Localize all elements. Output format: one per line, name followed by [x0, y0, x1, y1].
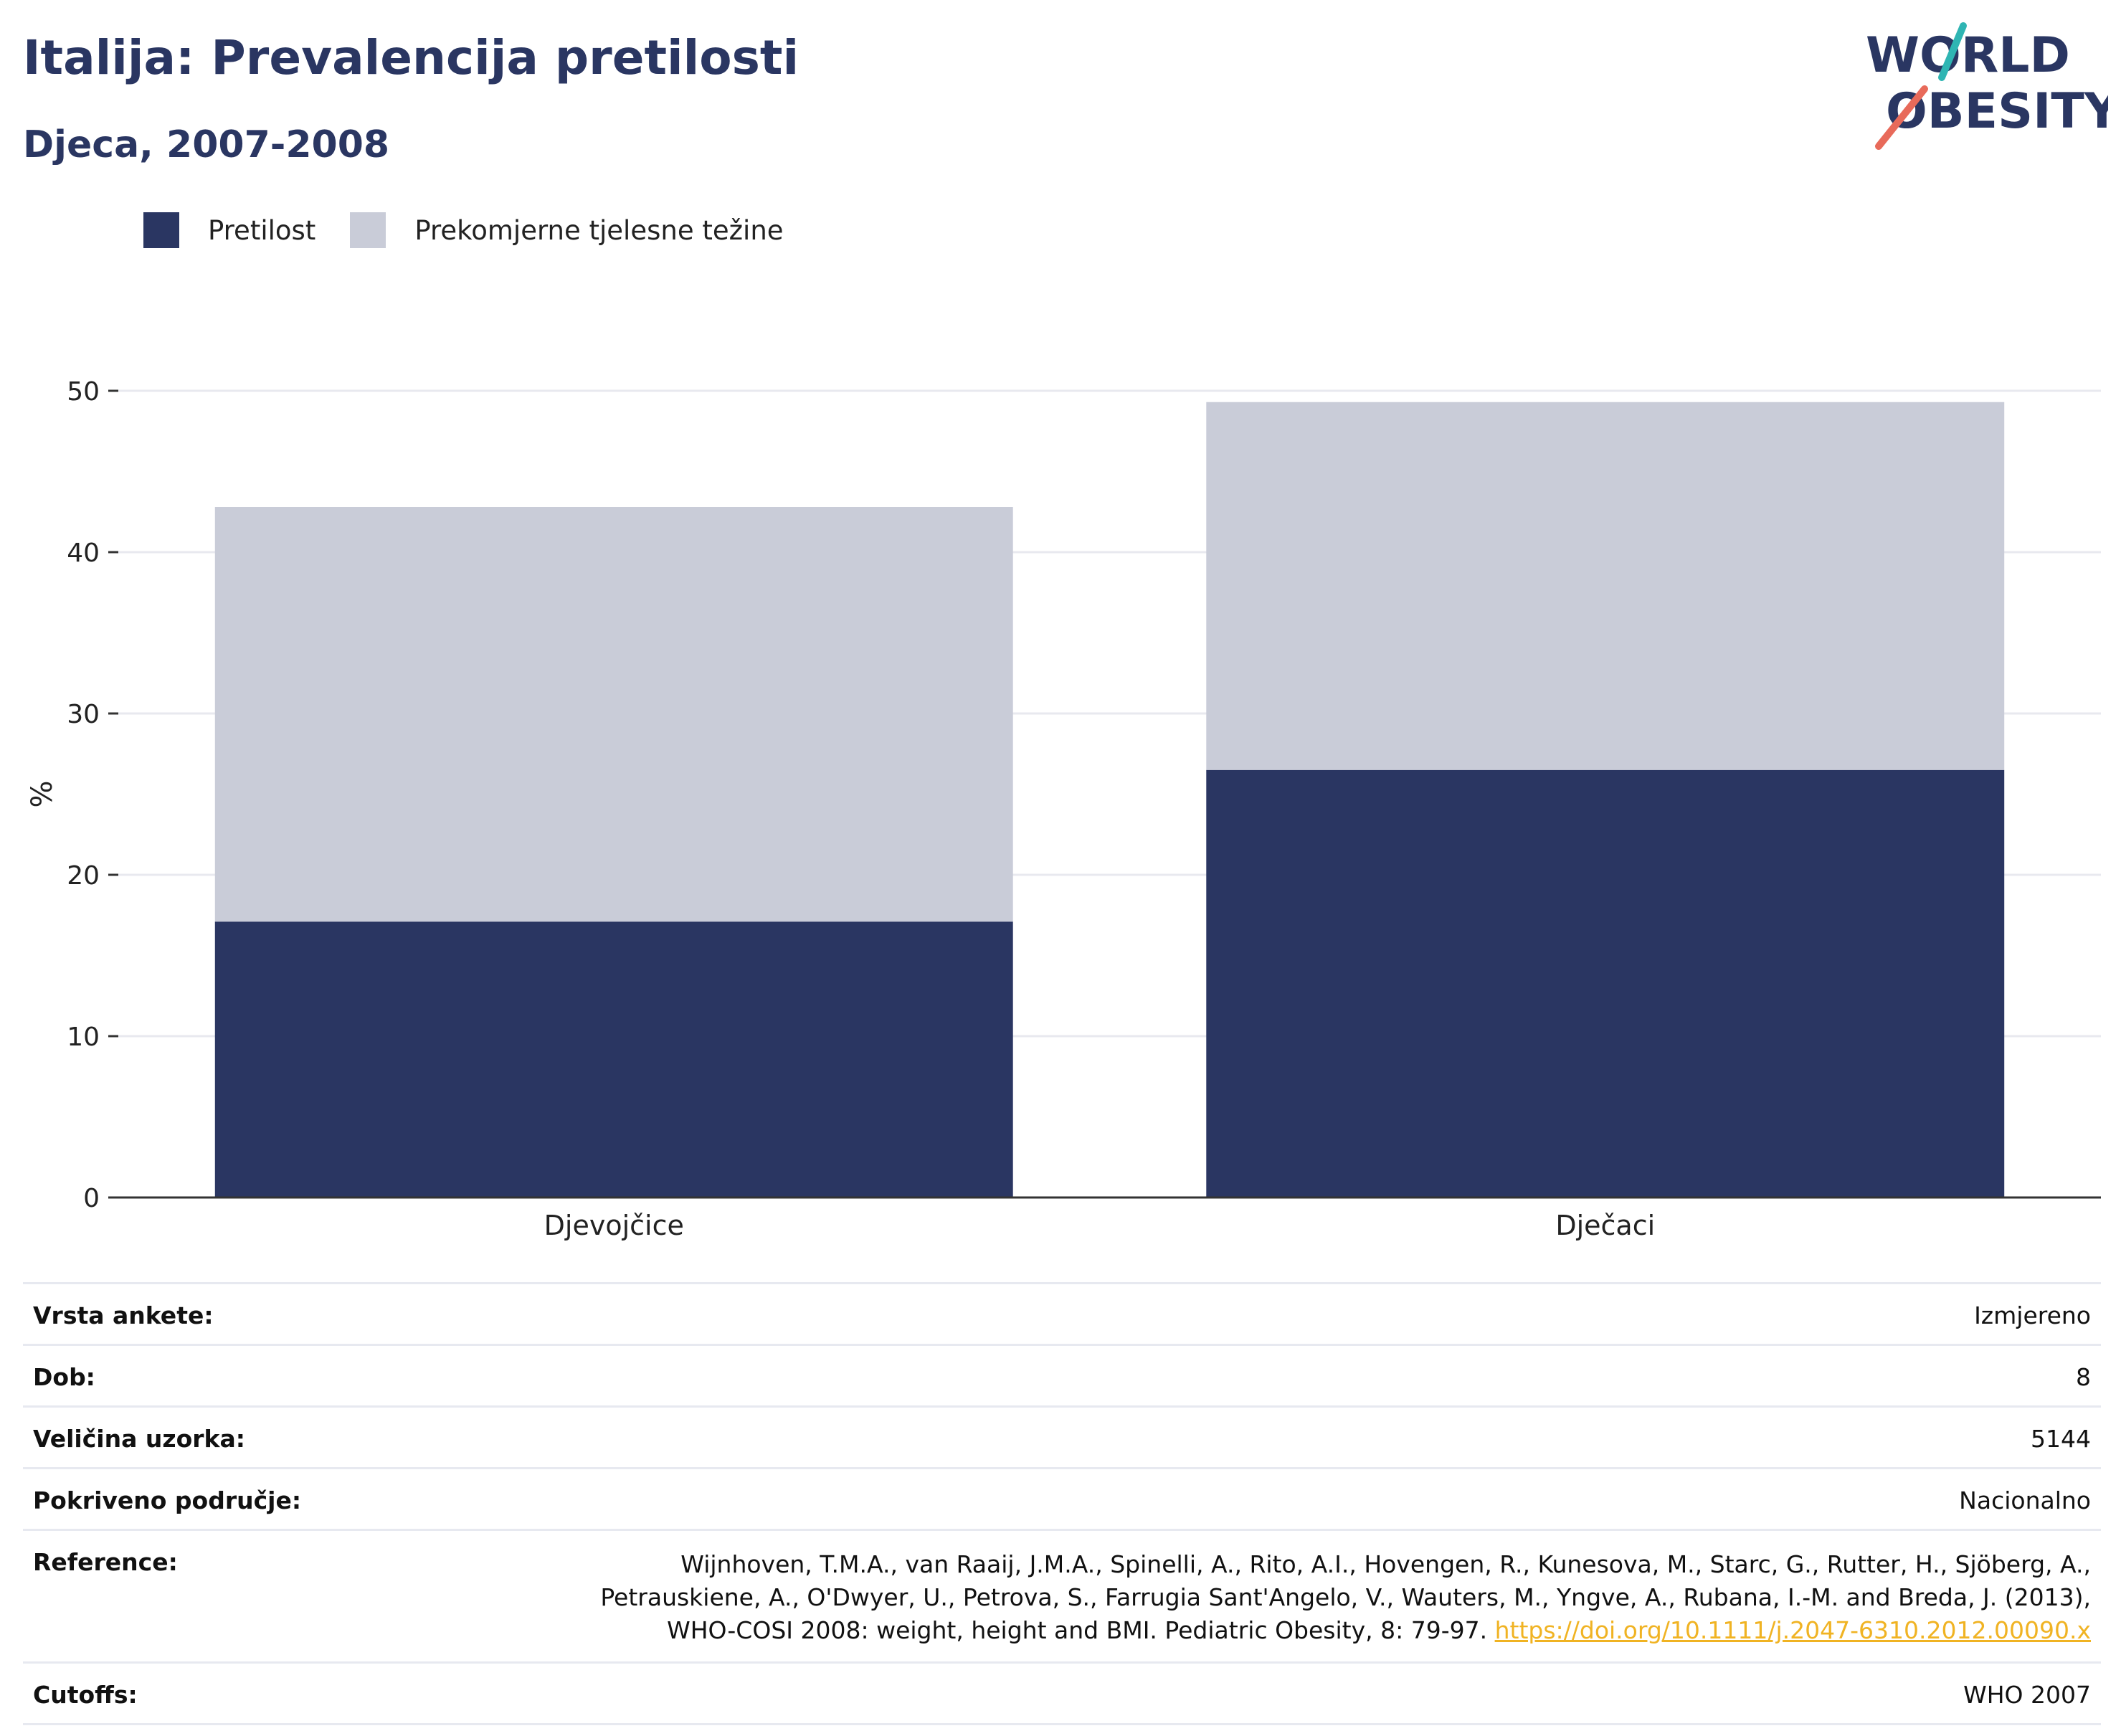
- info-label: Reference:: [33, 1548, 178, 1576]
- info-label: Cutoffs:: [33, 1681, 138, 1709]
- legend-item-overweight[interactable]: Prekomjerne tjelesne težine: [350, 212, 784, 248]
- y-axis-title: %: [26, 780, 59, 807]
- logo-slash-teal: [1938, 22, 1967, 81]
- info-row-references: Reference: Wijnhoven, T.M.A., van Raaij,…: [23, 1529, 2101, 1661]
- x-category-label: Djevojčice: [544, 1210, 684, 1241]
- info-value: 5144: [2031, 1425, 2091, 1453]
- legend-swatch-overweight: [350, 212, 386, 248]
- info-label: Veličina uzorka:: [33, 1425, 245, 1453]
- x-category-label: Dječaci: [1555, 1210, 1655, 1241]
- info-row-cutoffs: Cutoffs: WHO 2007: [23, 1661, 2101, 1725]
- y-tick-label: 40: [67, 539, 100, 568]
- bar-segment-overweight: [214, 507, 1013, 922]
- logo-word-world: WORLD: [1866, 27, 2070, 84]
- reference-doi-link[interactable]: https://doi.org/10.1111/j.2047-6310.2012…: [1494, 1616, 2091, 1644]
- chart-legend: Pretilost Prekomjerne tjelesne težine: [143, 212, 818, 248]
- y-tick-label: 30: [67, 700, 100, 729]
- chart-title: Italija: Prevalencija pretilosti: [23, 30, 799, 85]
- info-row-age: Dob: 8: [23, 1344, 2101, 1405]
- info-value: Izmjereno: [1974, 1301, 2091, 1329]
- chart-subtitle: Djeca, 2007-2008: [23, 123, 390, 166]
- logo-slash-red: [1875, 85, 1928, 150]
- info-value-reference: Wijnhoven, T.M.A., van Raaij, J.M.A., Sp…: [542, 1548, 2091, 1647]
- info-label: Vrsta ankete:: [33, 1301, 214, 1329]
- y-tick-label: 50: [67, 377, 100, 407]
- stacked-bar-chart: 0 10 20 30 40 50% Djevojčice Dječaci: [26, 377, 2101, 1241]
- info-label: Dob:: [33, 1363, 95, 1391]
- y-tick-label: 10: [67, 1023, 100, 1052]
- y-tick-label: 0: [83, 1184, 100, 1213]
- reference-text: Wijnhoven, T.M.A., van Raaij, J.M.A., Sp…: [600, 1550, 2091, 1644]
- info-value: 8: [2076, 1363, 2091, 1391]
- info-row-survey-type: Vrsta ankete: Izmjereno: [23, 1282, 2101, 1344]
- bar-segment-overweight: [1206, 402, 2005, 770]
- legend-label-obesity: Pretilost: [208, 214, 316, 246]
- info-row-sample-size: Veličina uzorka: 5144: [23, 1405, 2101, 1467]
- world-obesity-logo: WORLD OBESITY: [1866, 22, 2108, 150]
- info-row-coverage: Pokriveno područje: Nacionalno: [23, 1467, 2101, 1529]
- survey-info-table: Vrsta ankete: Izmjereno Dob: 8 Veličina …: [23, 1282, 2101, 1725]
- info-value: WHO 2007: [1963, 1681, 2091, 1709]
- info-value: Nacionalno: [1959, 1486, 2091, 1514]
- legend-label-overweight: Prekomjerne tjelesne težine: [414, 214, 784, 246]
- bar-segment-obesity: [1206, 769, 2005, 1197]
- info-label: Pokriveno područje:: [33, 1486, 302, 1514]
- legend-swatch-obesity: [143, 212, 179, 248]
- legend-item-obesity[interactable]: Pretilost: [143, 212, 315, 248]
- y-tick-label: 20: [67, 861, 100, 891]
- bar-segment-obesity: [214, 921, 1013, 1197]
